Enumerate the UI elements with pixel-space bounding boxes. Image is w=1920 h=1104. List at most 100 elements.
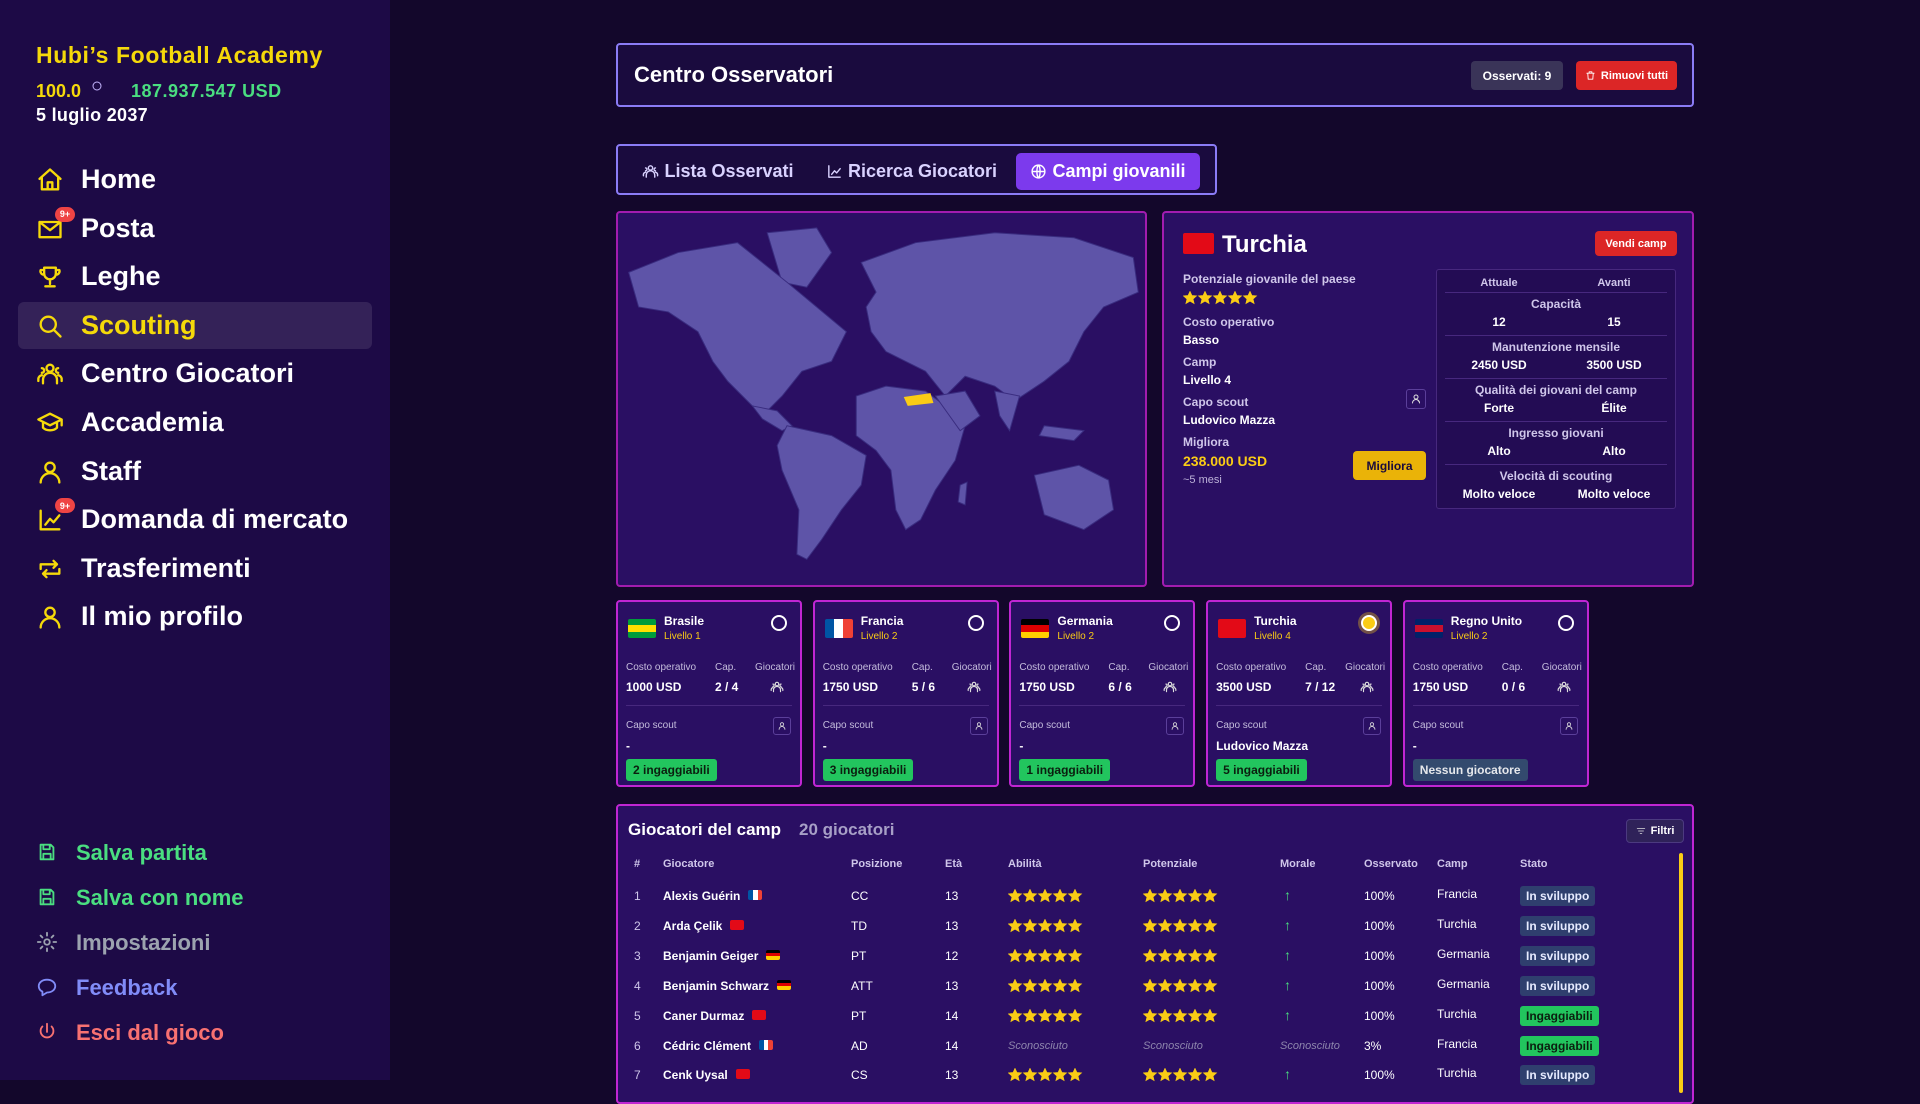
star-fill <box>1189 1069 1201 1081</box>
tab[interactable]: Lista Osservati <box>628 153 808 190</box>
flag-stripe <box>768 1039 774 1050</box>
status-badge: In sviluppo <box>1520 945 1596 966</box>
nav-item[interactable]: Accademia <box>18 399 372 446</box>
camp: Francia <box>1437 887 1478 901</box>
column-header[interactable]: Età <box>945 858 963 870</box>
tab[interactable]: Ricerca Giocatori <box>819 153 1004 190</box>
select-radio[interactable] <box>1164 615 1181 631</box>
star-fill <box>1204 979 1216 991</box>
nav-item[interactable]: Home <box>18 156 372 203</box>
column-header[interactable]: Abilità <box>1008 858 1042 870</box>
page: Hubi’s Football Academy 100.0 187.937.547 … <box>0 0 1694 1104</box>
column-header[interactable]: Camp <box>1437 858 1468 870</box>
flag <box>1183 233 1214 254</box>
star-fill <box>1069 949 1081 961</box>
column-header[interactable]: Stato <box>1520 858 1548 870</box>
observed: 100% <box>1364 1008 1395 1023</box>
nav-item[interactable]: Posta 9+ <box>18 205 372 252</box>
camp-card[interactable]: Turchia Livello 4 Costo operativo Cap. Gioca… <box>1206 600 1393 787</box>
camp-card[interactable]: Brasile Livello 1 Costo operativo Cap. Gioca… <box>616 600 802 787</box>
camp-label: Costo operativo <box>1019 662 1090 673</box>
table-row[interactable]: 6 Cédric Clément AD 14 Sconosciuto Sconosciut… <box>618 1035 1668 1059</box>
player-name: Arda Çelik <box>663 918 723 933</box>
select-radio[interactable] <box>771 615 787 631</box>
icon-path <box>967 681 981 693</box>
star-rating <box>1143 1068 1218 1082</box>
scout-button[interactable] <box>773 717 791 735</box>
star-fill <box>1069 979 1081 991</box>
star-fill <box>1009 979 1021 991</box>
camp-capacity: 0 / 6 <box>1501 680 1526 694</box>
flag <box>628 619 656 638</box>
sidebar-action[interactable]: Salva partita <box>18 834 372 870</box>
scout-button[interactable] <box>1166 717 1185 735</box>
sell-camp-button[interactable]: Vendi camp <box>1595 231 1677 256</box>
star-rating <box>1183 291 1258 305</box>
field-value: Livello 4 <box>1183 373 1232 387</box>
star-rating <box>1008 1068 1083 1082</box>
select-radio[interactable] <box>1557 615 1574 631</box>
star-fill <box>1144 949 1156 961</box>
separator <box>626 705 792 706</box>
icon <box>1412 394 1420 404</box>
table-row[interactable]: 7 Cenk Uysal CS 13 ↑ 100% Turchia In sviluppo <box>618 1064 1668 1088</box>
scout-button[interactable] <box>1406 389 1426 409</box>
column-header[interactable]: Morale <box>1280 858 1316 870</box>
nav-item[interactable]: Leghe <box>18 253 372 300</box>
star-fill <box>1174 979 1186 991</box>
sidebar-action[interactable]: Esci dal gioco <box>18 1014 372 1050</box>
column-header[interactable]: Osservato <box>1364 858 1418 870</box>
table-row[interactable]: 2 Arda Çelik TD 13 ↑ 100% Turchia In sviluppo <box>618 915 1668 939</box>
field-label: Migliora <box>1183 435 1230 449</box>
flag-stripe <box>753 890 758 900</box>
column-header[interactable]: Posizione <box>851 858 903 870</box>
scout-button[interactable] <box>1363 717 1382 735</box>
camp-card[interactable]: Germania Livello 2 Costo operativo Cap. Gioc… <box>1009 600 1196 787</box>
camp-card[interactable]: Regno Unito Livello 2 Costo operativo Cap. G… <box>1402 600 1589 787</box>
upgrade-button[interactable]: Migliora <box>1353 451 1426 480</box>
column-header[interactable]: Potenziale <box>1143 858 1198 870</box>
table-row[interactable]: 5 Caner Durmaz PT 14 ↑ 100% Turchia Ingaggiabil… <box>618 1005 1668 1029</box>
filter-button[interactable]: Filtri <box>1626 819 1684 843</box>
camp: Turchia <box>1437 1006 1477 1021</box>
star-fill <box>1189 889 1201 902</box>
column-header[interactable]: Giocatore <box>663 858 715 870</box>
camp-card[interactable]: Francia Livello 2 Costo operativo Cap. Gioca… <box>812 600 999 787</box>
select-radio[interactable] <box>1361 615 1378 631</box>
star-rating <box>1008 1008 1083 1022</box>
nav-item[interactable]: Scouting <box>18 301 372 349</box>
sidebar-action[interactable]: Salva con nome <box>18 879 372 915</box>
scrollbar <box>1679 853 1683 1093</box>
sidebar-action[interactable]: Impostazioni <box>18 924 372 960</box>
table-row[interactable]: 3 Benjamin Geiger PT 12 ↑ 100% Germania In svil… <box>618 945 1668 969</box>
flag-stripe <box>763 1039 769 1050</box>
nav-badge: 9+ <box>55 498 75 514</box>
flag <box>748 890 763 900</box>
nav-item[interactable]: Trasferimenti <box>18 545 372 592</box>
player-name: Caner Durmaz <box>663 1008 745 1023</box>
row-number: 7 <box>634 1068 641 1083</box>
icon-path <box>828 165 841 178</box>
nav-item[interactable]: Staff <box>18 448 372 495</box>
remove-all-button[interactable]: Rimuovi tutti <box>1576 61 1677 90</box>
tab[interactable]: Campi giovanili <box>1016 153 1200 190</box>
icon <box>37 363 63 385</box>
potential-unknown: Sconosciuto <box>1143 1039 1203 1052</box>
scout-button[interactable] <box>1559 717 1578 735</box>
separator <box>822 705 989 706</box>
age: 13 <box>945 1068 959 1083</box>
nav-item[interactable]: Centro Giocatori <box>18 350 372 397</box>
select-radio[interactable] <box>967 615 984 631</box>
status-badge: In sviluppo <box>1520 975 1596 996</box>
observed: 100% <box>1364 1068 1395 1083</box>
rating-icon <box>92 81 102 91</box>
camp-cost: 1000 USD <box>626 680 682 694</box>
observed: 100% <box>1364 889 1395 903</box>
nav-item[interactable]: Domanda di mercato 9+ <box>18 496 372 543</box>
table-row[interactable]: 4 Benjamin Schwarz ATT 13 ↑ 100% Germania In sv… <box>618 975 1668 999</box>
sidebar-action[interactable]: Feedback <box>18 969 372 1005</box>
nav-item[interactable]: Il mio profilo <box>18 593 372 640</box>
table-row[interactable]: 1 Alexis Guérin CC 13 ↑ 100% Francia In svilupp… <box>618 885 1668 909</box>
scout-button[interactable] <box>969 717 988 735</box>
position: PT <box>851 948 867 963</box>
